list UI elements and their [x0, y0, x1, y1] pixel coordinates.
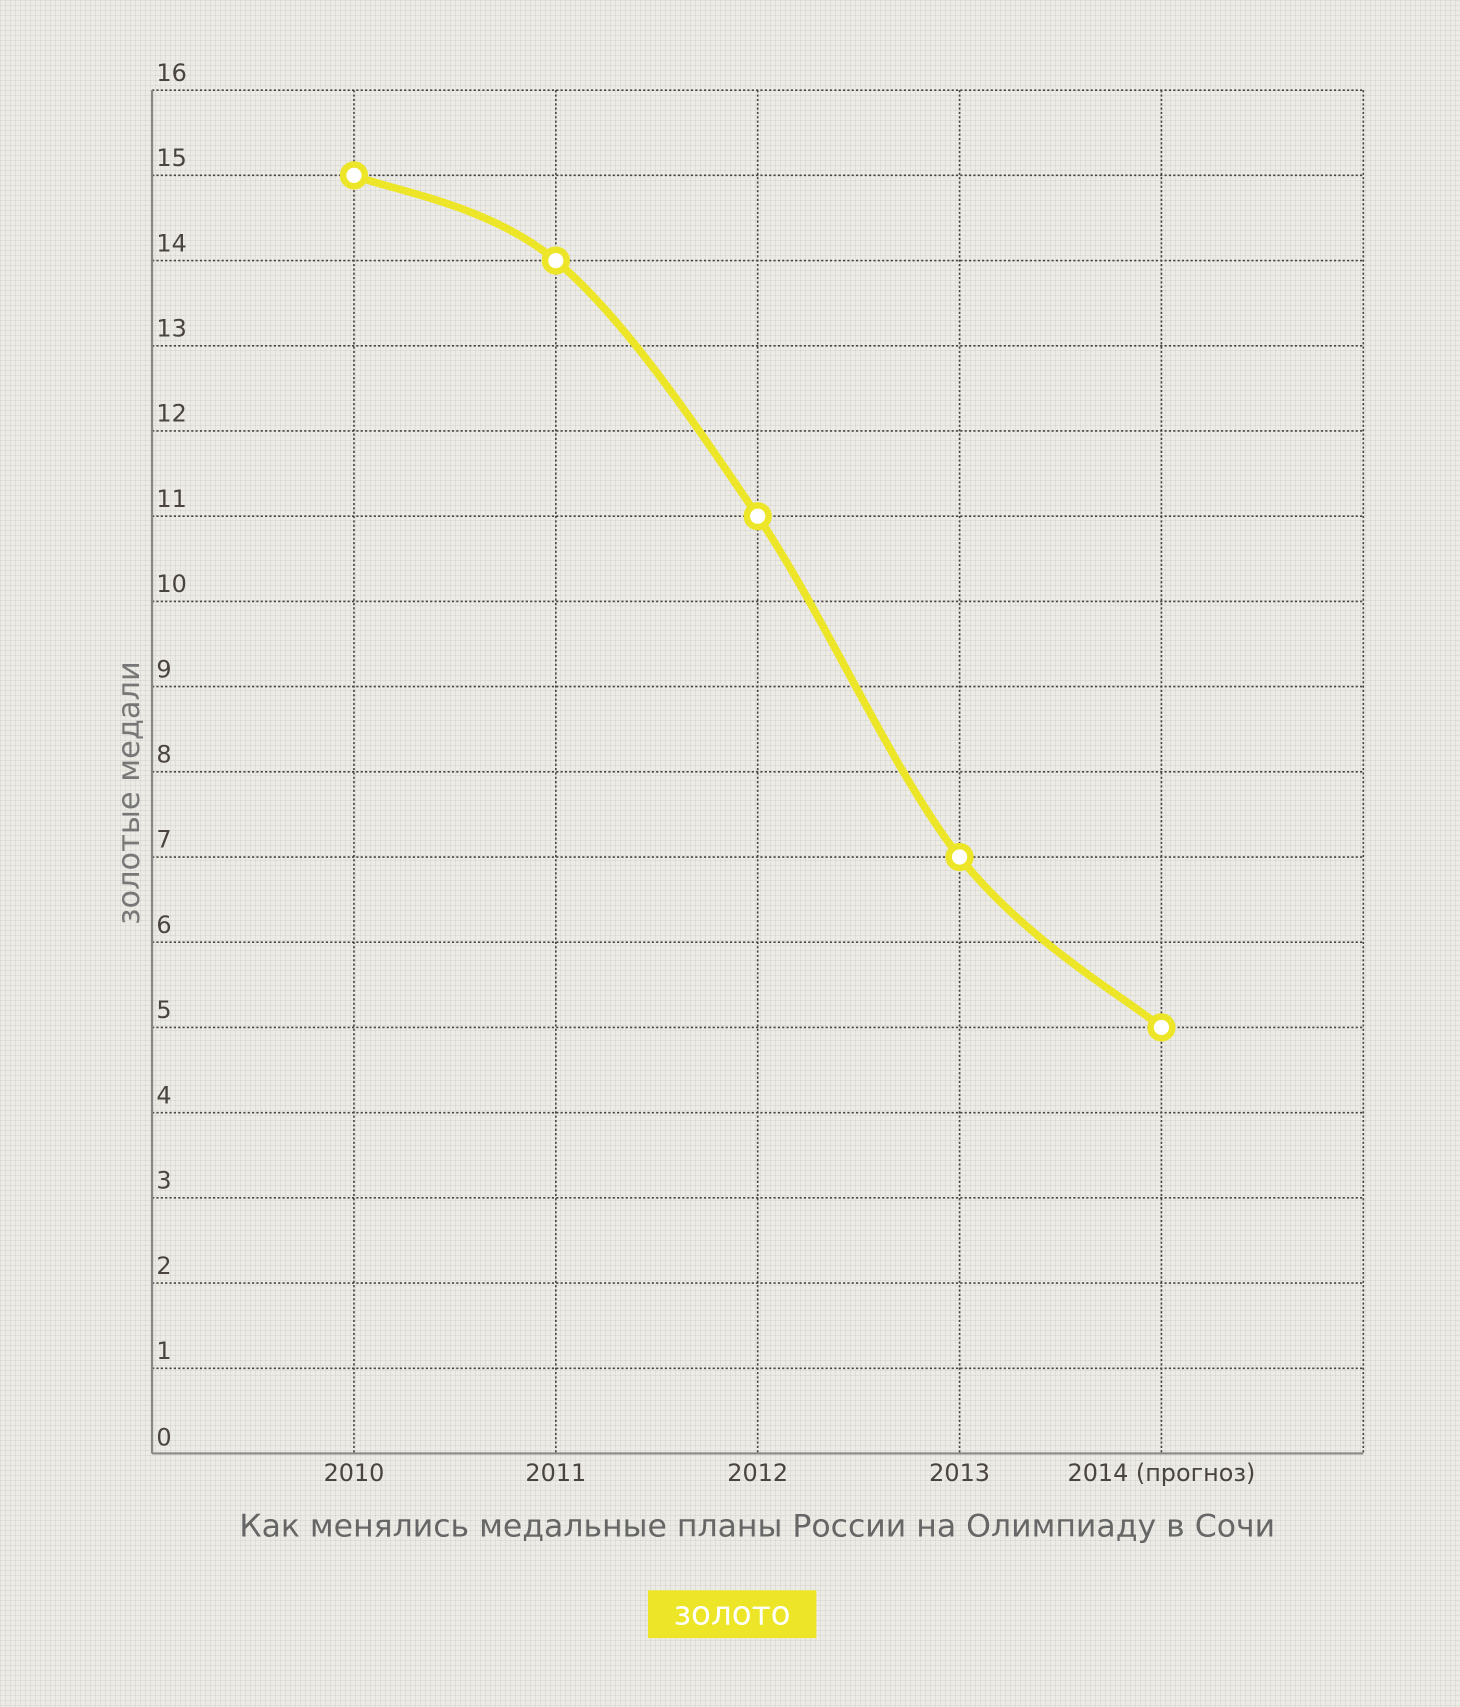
y-tick-label: 12 — [156, 400, 186, 428]
x-tick-label: 2012 — [727, 1459, 788, 1487]
point — [1147, 1013, 1176, 1042]
y-tick-label: 4 — [156, 1081, 171, 1109]
y-tick-label: 14 — [156, 229, 186, 257]
y-tick-label: 7 — [156, 826, 171, 854]
y-tick-label: 2 — [156, 1252, 171, 1280]
y-tick-label: 5 — [156, 996, 171, 1024]
y-tick-label: 10 — [156, 570, 186, 598]
y-tick-label: 8 — [156, 741, 171, 769]
y-axis-label: золотые медали — [112, 661, 147, 924]
y-tick-label: 11 — [156, 485, 186, 513]
y-tick-label: 15 — [156, 144, 186, 172]
point — [339, 161, 369, 190]
y-tick-label: 9 — [156, 655, 171, 683]
x-tick-label: 2014 (прогноз) — [1068, 1459, 1256, 1487]
point — [743, 502, 772, 531]
x-tick-label: 2013 — [929, 1459, 990, 1487]
x-tick-label: 2010 — [324, 1459, 385, 1487]
y-tick-label: 0 — [156, 1423, 171, 1451]
point — [945, 842, 974, 872]
legend-label[interactable]: золото — [674, 1594, 791, 1632]
y-tick-label: 16 — [156, 59, 186, 87]
legend-swatch[interactable] — [647, 1590, 817, 1639]
point — [541, 246, 570, 275]
y-tick-label: 1 — [156, 1337, 171, 1365]
x-tick-label: 2011 — [525, 1459, 586, 1487]
x-axis-label: Как менялись медальные планы России на О… — [239, 1508, 1275, 1544]
y-tick-label: 3 — [156, 1167, 171, 1195]
y-tick-label: 6 — [156, 911, 171, 939]
y-tick-label: 13 — [156, 314, 186, 342]
legend: золото — [647, 1590, 817, 1639]
